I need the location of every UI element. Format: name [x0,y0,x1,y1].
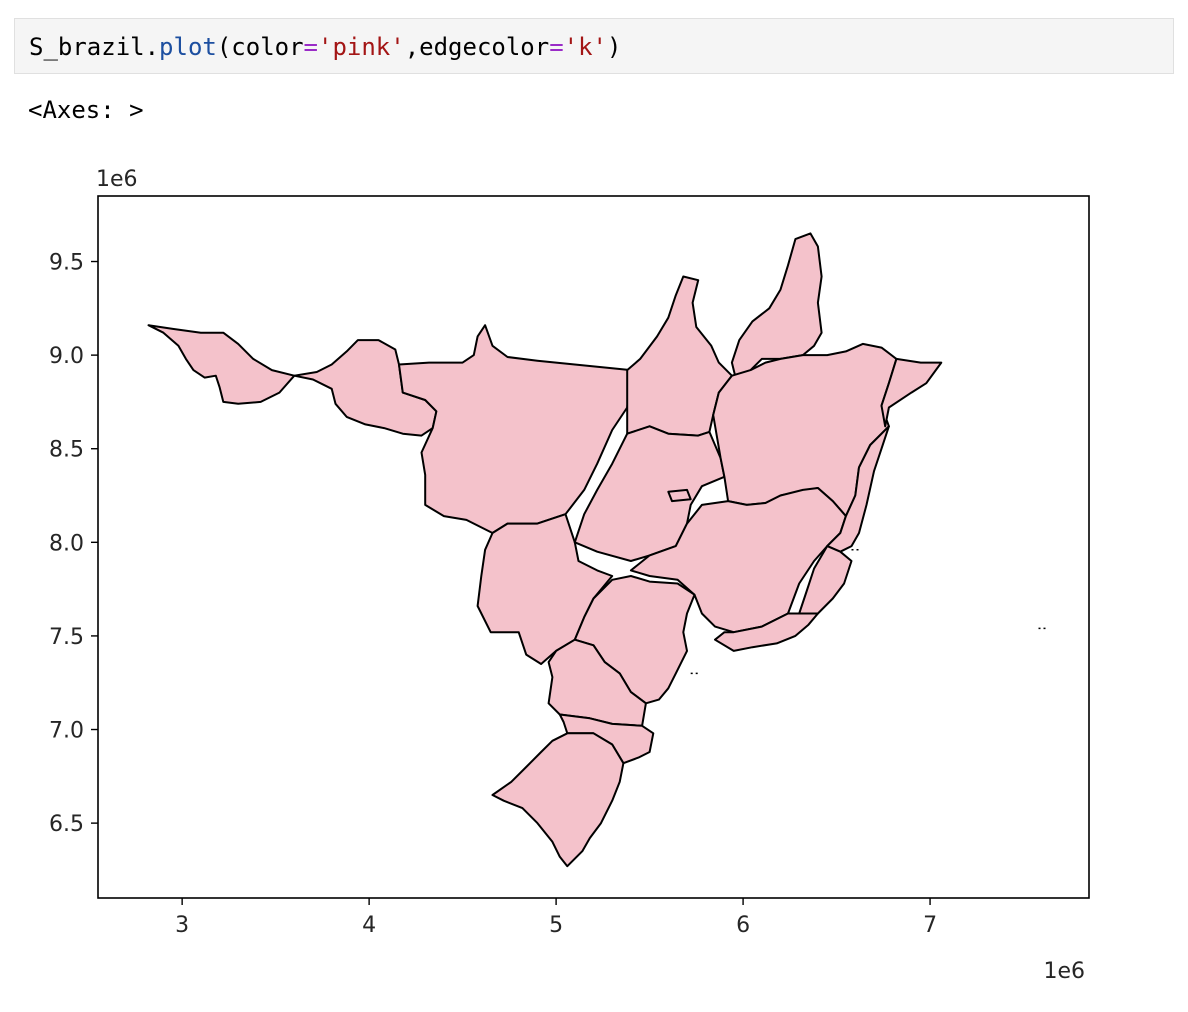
code-var: S_brazil. [29,33,160,61]
code-close: ) [607,33,622,61]
x-tick-label: 4 [362,913,376,938]
x-ticks: 3 4 5 6 7 [175,898,937,938]
output-text: <Axes: > [28,96,144,124]
y-tick-label: 9.5 [49,251,84,276]
code-value-edgecolor: 'k' [563,33,608,61]
map-region-13 [714,612,819,652]
islands-layer [690,549,1046,675]
y-tick-label: 8.0 [49,531,84,556]
x-offset-label: 1e6 [1043,959,1085,984]
x-tick-label: 6 [736,913,750,938]
y-ticks: 6.5 7.0 7.5 8.0 8.5 9.0 9.5 [49,251,98,837]
map-region-17 [491,732,625,868]
y-tick-label: 7.0 [49,719,84,744]
y-tick-label: 9.0 [49,344,84,369]
y-offset-label: 1e6 [96,167,138,192]
y-tick-label: 6.5 [49,812,84,837]
map-region-1 [147,324,296,405]
x-tick-label: 5 [549,913,563,938]
code-mid: ,edgecolor [404,33,550,61]
map-region-9 [880,357,943,428]
regions-layer [147,232,943,868]
code-value-color: 'pink' [318,33,405,61]
map-region-18 [667,488,692,503]
code-eq-1: = [303,33,318,61]
x-tick-label: 3 [175,913,189,938]
map-region-12 [798,545,853,615]
code-eq-2: = [549,33,564,61]
code-method: plot [159,33,217,61]
y-tick-label: 7.5 [49,625,84,650]
map-region-3 [398,324,632,534]
code-cell[interactable]: S_brazil.plot(color='pink',edgecolor='k'… [14,18,1174,74]
axes-frame [97,195,1090,899]
x-tick-label: 7 [923,913,937,938]
y-tick-label: 8.5 [49,438,84,463]
code-open: (color [216,33,304,61]
